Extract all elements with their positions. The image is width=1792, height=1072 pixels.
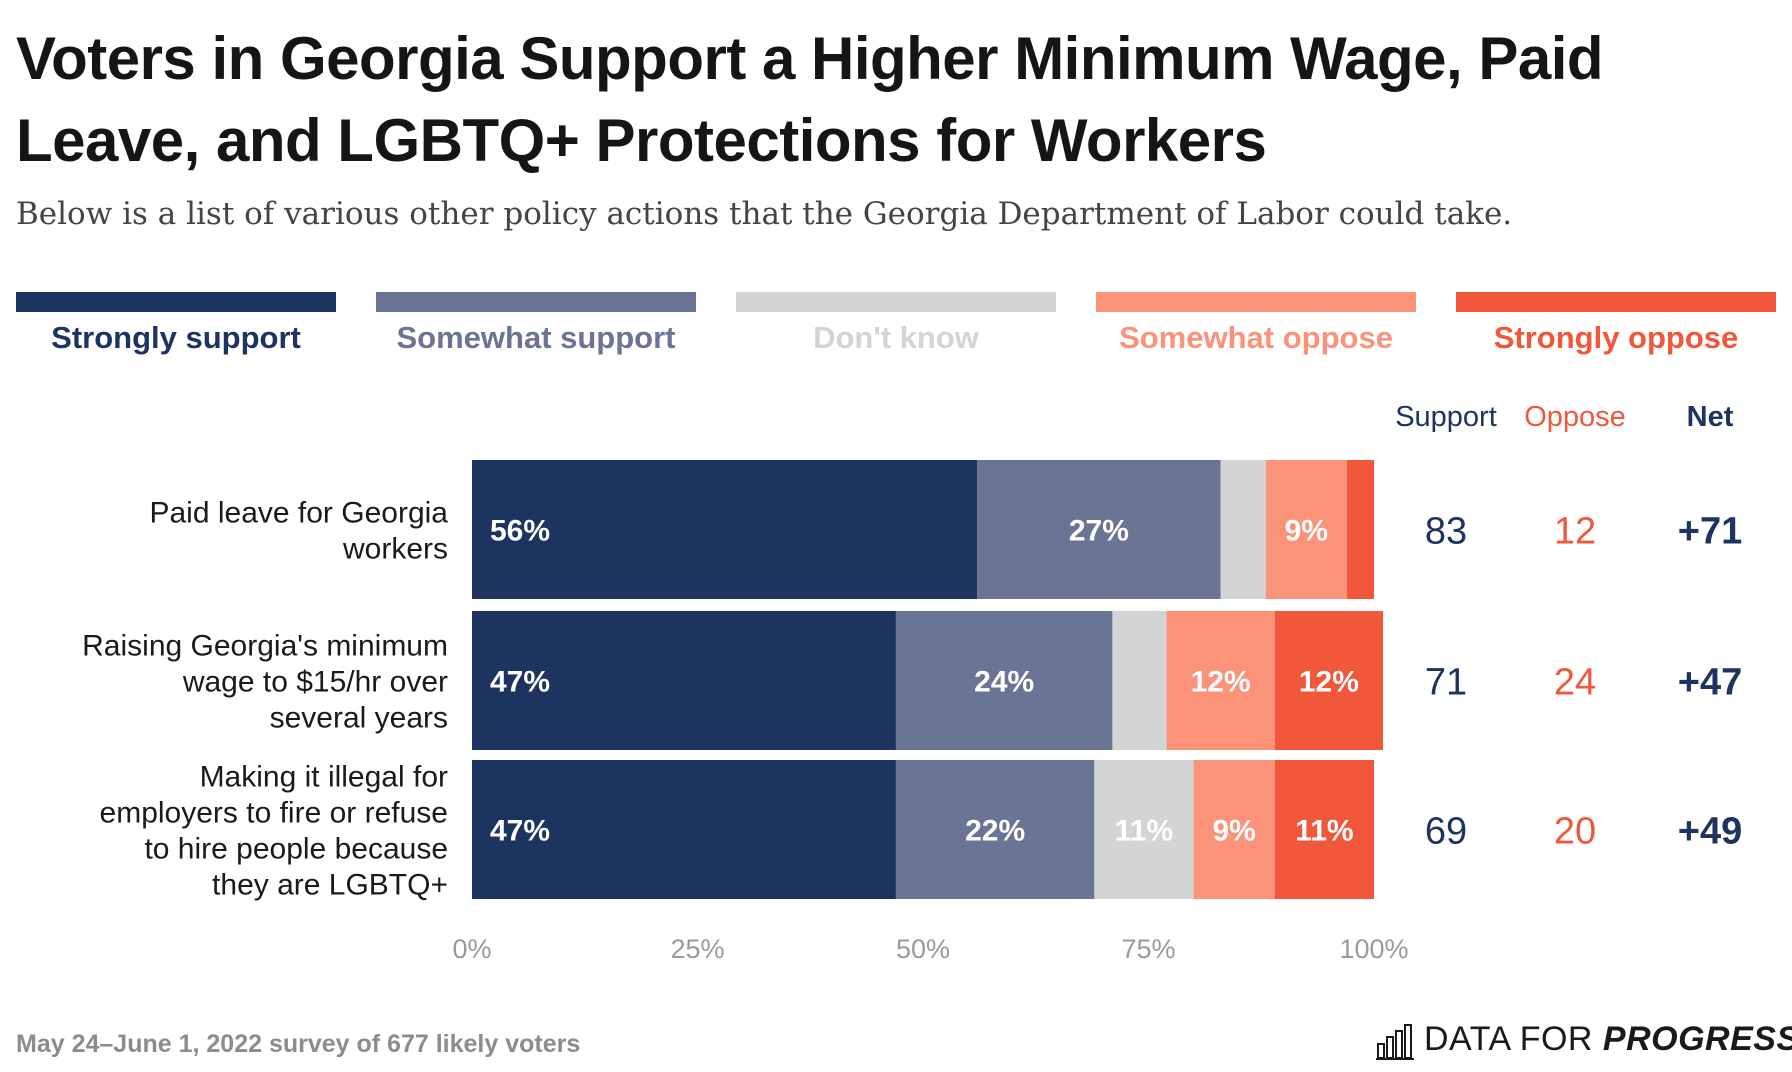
stacked-bar-chart: Support Oppose Net Paid leave for Georgiawo… xyxy=(82,401,1742,964)
category-label-3-line-2: employers to fire or refuse xyxy=(100,797,448,830)
legend-label-strongly-support: Strongly support xyxy=(51,320,301,355)
bar-segment-strongly-support-row-2 xyxy=(472,611,896,750)
category-label-3-line-1: Making it illegal for xyxy=(200,761,448,794)
bar-segment-somewhat-oppose-row-2 xyxy=(1166,611,1275,750)
bar-segment-somewhat-support-row-2 xyxy=(895,611,1113,750)
summary-header-oppose: Oppose xyxy=(1524,401,1626,433)
bar-segment-strongly-support-row-3 xyxy=(472,760,896,899)
legend-item-strongly-oppose: Strongly oppose xyxy=(1456,292,1776,362)
bar-segment-somewhat-oppose-row-3 xyxy=(1193,760,1275,899)
data-label-strongly-oppose-row-3: 11% xyxy=(1295,815,1353,848)
survey-note: May 24–June 1, 2022 survey of 677 likely… xyxy=(16,1030,581,1058)
legend-label-dont-know: Don't know xyxy=(813,320,979,355)
chart-subtitle: Below is a list of various other policy … xyxy=(16,196,1513,232)
x-tick-label-100: 100% xyxy=(1339,934,1408,964)
data-label-dont-know-row-3: 11% xyxy=(1115,815,1173,848)
bar-segment-strongly-support-row-1 xyxy=(472,460,978,599)
oppose-value-row-2: 24 xyxy=(1554,662,1596,704)
data-label-strongly-support-row-3: 47% xyxy=(490,815,550,848)
data-label-somewhat-support-row-1: 27% xyxy=(1069,515,1129,548)
legend: Strongly support Somewhat support Don't … xyxy=(16,292,1776,362)
category-label-2-line-2: wage to $15/hr over xyxy=(182,666,448,699)
data-label-somewhat-oppose-row-3: 9% xyxy=(1213,815,1256,848)
category-label-2-line-3: several years xyxy=(270,702,448,735)
support-value-row-3: 69 xyxy=(1425,811,1467,853)
summary-header-support: Support xyxy=(1395,401,1497,433)
legend-item-somewhat-support: Somewhat support xyxy=(376,292,696,362)
legend-label-strongly-oppose: Strongly oppose xyxy=(1493,320,1739,355)
category-label-3-line-4: they are LGBTQ+ xyxy=(212,869,448,902)
net-value-row-3: +49 xyxy=(1678,811,1742,853)
logo-text-regular: DATA FOR xyxy=(1424,1020,1603,1058)
x-tick-label-50: 50% xyxy=(896,934,950,964)
legend-swatch-somewhat-support xyxy=(376,292,696,312)
data-label-somewhat-oppose-row-2: 12% xyxy=(1191,666,1251,699)
data-label-somewhat-oppose-row-1: 9% xyxy=(1285,515,1328,548)
data-label-somewhat-support-row-2: 24% xyxy=(974,666,1034,699)
chart-title: Voters in Georgia Support a Higher Minim… xyxy=(16,25,1604,174)
legend-label-somewhat-support: Somewhat support xyxy=(396,320,676,355)
category-label-2-line-1: Raising Georgia's minimum xyxy=(82,630,448,663)
logo-text: DATA FOR PROGRESS xyxy=(1424,1020,1792,1059)
bar-segment-dont-know-row-1 xyxy=(1220,460,1266,599)
legend-item-dont-know: Don't know xyxy=(736,292,1056,362)
oppose-value-row-1: 12 xyxy=(1554,511,1596,553)
net-value-row-1: +71 xyxy=(1678,511,1742,553)
legend-swatch-strongly-support xyxy=(16,292,336,312)
bar-segment-strongly-oppose-row-1 xyxy=(1346,460,1374,599)
data-label-somewhat-support-row-3: 22% xyxy=(965,815,1025,848)
data-label-strongly-support-row-2: 47% xyxy=(490,666,550,699)
bar-segment-somewhat-support-row-3 xyxy=(895,760,1095,899)
bar-segment-somewhat-support-row-1 xyxy=(977,460,1221,599)
bar-segment-dont-know-row-2 xyxy=(1112,611,1167,750)
legend-label-somewhat-oppose: Somewhat oppose xyxy=(1119,320,1393,355)
legend-item-somewhat-oppose: Somewhat oppose xyxy=(1096,292,1416,362)
x-tick-label-75: 75% xyxy=(1121,934,1175,964)
support-value-row-1: 83 xyxy=(1425,511,1467,553)
bar-segment-strongly-oppose-row-2 xyxy=(1274,611,1384,750)
bar-segment-somewhat-oppose-row-1 xyxy=(1265,460,1347,599)
bar-chart-icon xyxy=(1376,1024,1414,1060)
x-tick-label-0: 0% xyxy=(452,934,491,964)
legend-item-strongly-support: Strongly support xyxy=(16,292,336,362)
category-label-1-line-2: workers xyxy=(342,533,448,566)
summary-header-net: Net xyxy=(1687,401,1734,433)
legend-swatch-dont-know xyxy=(736,292,1056,312)
x-tick-label-25: 25% xyxy=(670,934,724,964)
data-label-strongly-oppose-row-2: 12% xyxy=(1299,666,1359,699)
bar-segment-dont-know-row-3 xyxy=(1094,760,1194,899)
data-label-strongly-support-row-1: 56% xyxy=(490,515,550,548)
logo-text-bold: PROGRESS xyxy=(1602,1020,1792,1058)
legend-swatch-somewhat-oppose xyxy=(1096,292,1416,312)
net-value-row-2: +47 xyxy=(1678,662,1742,704)
category-label-1-line-1: Paid leave for Georgia xyxy=(149,497,448,530)
bar-segment-strongly-oppose-row-3 xyxy=(1274,760,1374,899)
legend-swatch-strongly-oppose xyxy=(1456,292,1776,312)
support-value-row-2: 71 xyxy=(1425,662,1467,704)
category-label-3-line-3: to hire people because xyxy=(144,833,448,866)
oppose-value-row-3: 20 xyxy=(1554,811,1596,853)
